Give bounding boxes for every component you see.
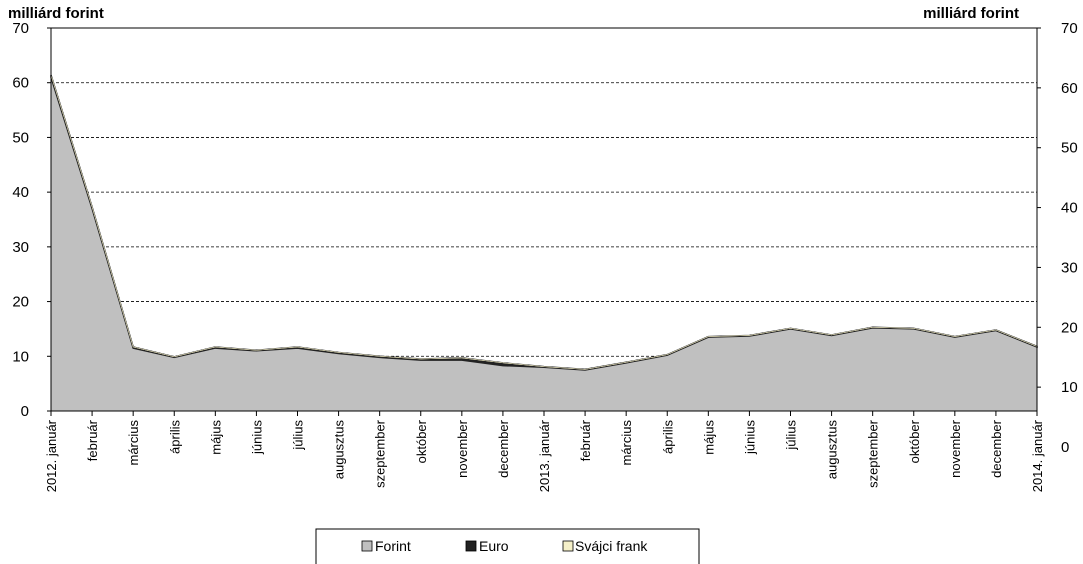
legend: Forint Euro Svájci frank bbox=[315, 528, 700, 564]
area-sv-jci-frank bbox=[50, 74, 1038, 370]
x-tick-label: november bbox=[455, 419, 470, 477]
area-euro bbox=[50, 74, 1038, 371]
gridlines bbox=[51, 82, 1037, 357]
y-tick-label-right: 60 bbox=[1061, 80, 1078, 97]
x-axis: 2012. január február március április május jú… bbox=[44, 411, 1045, 492]
x-tick-label: december bbox=[496, 419, 511, 477]
x-tick-label: február bbox=[85, 419, 100, 461]
y-tick-label-right: 70 bbox=[1061, 20, 1078, 37]
y-tick-label-left: 0 bbox=[21, 403, 29, 420]
y-tick-label-left: 50 bbox=[12, 129, 29, 146]
legend-label-svajci-frank: Svájci frank bbox=[575, 538, 648, 554]
legend-swatch-euro bbox=[465, 540, 477, 552]
x-tick-label: június bbox=[249, 420, 264, 455]
x-tick-label: május bbox=[701, 420, 716, 455]
series-areas bbox=[50, 74, 1038, 412]
area-forint bbox=[51, 77, 1037, 412]
legend-label-euro: Euro bbox=[479, 538, 509, 554]
x-tick-label: február bbox=[578, 419, 593, 461]
x-tick-label: április bbox=[167, 420, 182, 454]
x-tick-label: szeptember bbox=[866, 419, 881, 488]
x-tick-label: március bbox=[619, 420, 634, 466]
x-tick-label: december bbox=[989, 419, 1004, 477]
y-tick-label-right: 10 bbox=[1061, 379, 1078, 396]
x-tick-label: augusztus bbox=[825, 420, 840, 480]
x-tick-label: július bbox=[784, 420, 799, 451]
legend-swatch-forint bbox=[361, 540, 373, 552]
y-tick-label-left: 10 bbox=[12, 348, 29, 365]
y-tick-label-left: 60 bbox=[12, 75, 29, 92]
y-unit-left: milliárd forint bbox=[8, 5, 104, 22]
x-tick-label: november bbox=[948, 419, 963, 477]
x-tick-label: május bbox=[208, 420, 223, 455]
y-tick-label-left: 40 bbox=[12, 184, 29, 201]
y-tick-label-left: 30 bbox=[12, 239, 29, 256]
x-tick-label: 2013. január bbox=[537, 419, 552, 492]
x-tick-label: július bbox=[291, 420, 306, 451]
x-tick-label: április bbox=[660, 420, 675, 454]
x-tick-label: október bbox=[907, 419, 922, 463]
y-tick-label-left: 20 bbox=[12, 294, 29, 311]
y-tick-label-right: 0 bbox=[1061, 439, 1069, 456]
y-tick-label-right: 40 bbox=[1061, 200, 1078, 217]
x-tick-label: 2012. január bbox=[44, 419, 59, 492]
legend-swatch-svajci-frank bbox=[562, 540, 574, 552]
y-tick-label-right: 20 bbox=[1061, 319, 1078, 336]
x-tick-label: augusztus bbox=[332, 420, 347, 480]
y-tick-label-right: 30 bbox=[1061, 259, 1078, 276]
x-tick-label: 2014. január bbox=[1030, 419, 1045, 492]
y-tick-label-left: 70 bbox=[12, 20, 29, 37]
legend-label-forint: Forint bbox=[375, 538, 411, 554]
y-axis-left: 0 10 20 30 40 50 60 70 bbox=[12, 20, 51, 420]
legend-box bbox=[315, 528, 700, 564]
x-tick-label: szeptember bbox=[373, 419, 388, 488]
x-tick-label: június bbox=[742, 420, 757, 455]
x-tick-label: március bbox=[126, 420, 141, 466]
x-tick-label: október bbox=[414, 419, 429, 463]
y-unit-right: milliárd forint bbox=[923, 5, 1019, 22]
y-tick-label-right: 50 bbox=[1061, 140, 1078, 157]
y-axis-right: 0 10 20 30 40 50 60 70 bbox=[1037, 20, 1078, 456]
